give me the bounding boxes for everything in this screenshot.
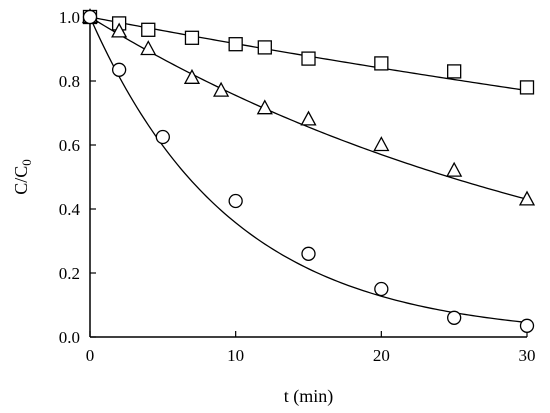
point-triangle [213, 81, 230, 97]
x-tick-label: 10 [227, 346, 244, 365]
point-circle [82, 9, 98, 25]
point-circle [301, 246, 316, 261]
point-triangle [518, 190, 536, 206]
point-triangle [300, 110, 317, 126]
point-circle [519, 318, 535, 333]
point-circle [228, 193, 243, 209]
point-circle [111, 62, 127, 77]
point-square [301, 51, 316, 66]
y-tick-label: 0.0 [59, 328, 80, 347]
point-triangle [446, 161, 463, 177]
y-axis-title-subscript: 0 [19, 159, 34, 166]
point-circle [155, 129, 170, 145]
x-tick-label: 0 [86, 346, 95, 365]
point-triangle [373, 136, 390, 152]
point-triangle [256, 99, 273, 115]
y-axis-title: C/C0 [11, 159, 34, 195]
point-square [228, 37, 243, 52]
point-square [447, 64, 462, 79]
y-tick-label: 1.0 [59, 8, 80, 27]
point-square [184, 30, 200, 45]
y-tick-label: 0.4 [59, 200, 81, 219]
fit-line-triangle [89, 16, 528, 200]
point-circle [447, 310, 462, 325]
x-tick-label: 30 [519, 346, 536, 365]
y-tick-label: 0.6 [59, 136, 80, 155]
point-square [257, 40, 272, 55]
y-axis-title-main: C/C [11, 166, 31, 195]
point-square [374, 56, 389, 71]
y-tick-label: 0.8 [59, 72, 80, 91]
point-circle [374, 281, 389, 297]
ticks: 0 10 20 30 0.0 0.2 0.4 0.6 0.8 1.0 [59, 8, 536, 365]
point-square [141, 22, 156, 37]
point-triangle [111, 22, 128, 38]
axes [89, 17, 527, 338]
point-triangle [140, 40, 157, 56]
data-markers [81, 8, 536, 333]
x-axis-title: t (min) [284, 386, 334, 407]
x-tick-label: 20 [373, 346, 390, 365]
point-triangle [183, 68, 201, 84]
point-square [519, 80, 535, 95]
y-tick-label: 0.2 [59, 264, 80, 283]
